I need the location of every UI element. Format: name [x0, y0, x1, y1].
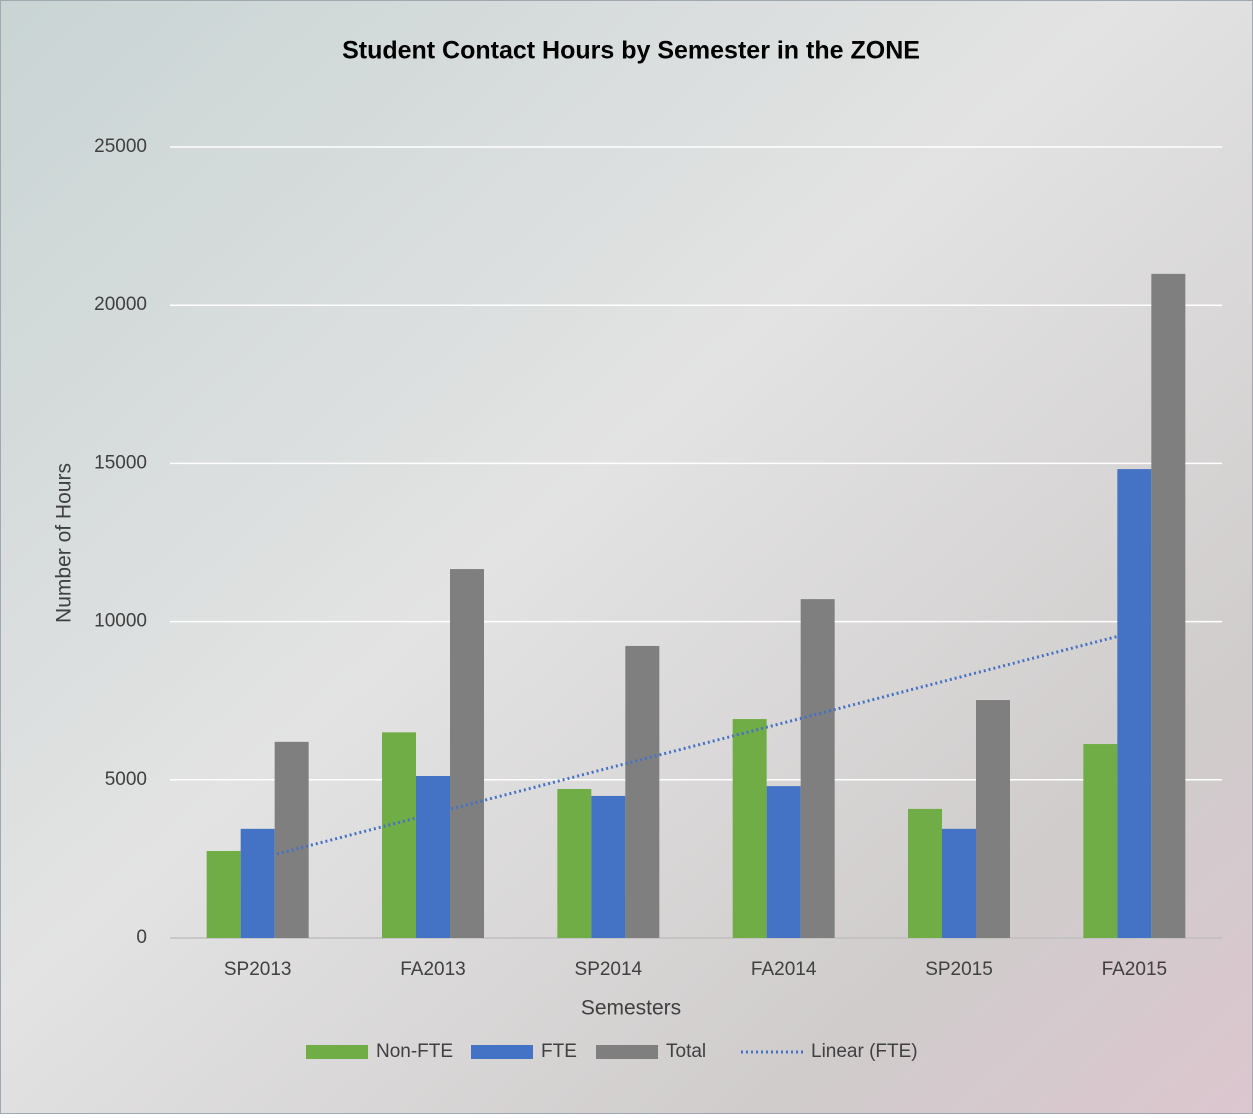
bar [908, 808, 942, 938]
legend-swatch [471, 1045, 533, 1059]
bar [382, 732, 416, 938]
bar [450, 569, 484, 938]
bar [1151, 273, 1186, 938]
legend-swatch [306, 1045, 368, 1059]
bar [206, 850, 241, 938]
x-tick-label: FA2014 [751, 959, 817, 980]
legend-label: Linear (FTE) [811, 1041, 918, 1062]
bar [1083, 744, 1118, 938]
bar [416, 776, 450, 938]
y-axis-label: Number of Hours [53, 463, 76, 623]
x-tick-label: SP2014 [575, 959, 643, 980]
y-tick-label: 25000 [94, 136, 147, 157]
bar [591, 795, 626, 938]
y-tick-label: 5000 [105, 769, 147, 790]
legend-swatch [596, 1045, 658, 1059]
x-tick-label: SP2013 [224, 959, 292, 980]
bar [976, 700, 1010, 938]
chart-title: Student Contact Hours by Semester in the… [342, 37, 920, 65]
bar [240, 828, 275, 938]
legend-label: Non-FTE [376, 1041, 453, 1062]
bar [800, 599, 835, 938]
bar [766, 786, 801, 938]
bar [274, 741, 309, 938]
y-tick-label: 10000 [94, 611, 147, 632]
legend-label: FTE [541, 1041, 577, 1062]
legend-label: Total [666, 1041, 706, 1062]
bar [625, 645, 660, 938]
x-axis-label: Semesters [581, 997, 681, 1020]
bar [732, 719, 767, 938]
y-tick-label: 15000 [94, 452, 147, 473]
bar [557, 788, 592, 938]
bar [1117, 469, 1152, 938]
bar [942, 828, 976, 938]
y-tick-label: 20000 [94, 294, 147, 315]
y-tick-label: 0 [136, 927, 147, 948]
x-tick-label: FA2013 [400, 959, 466, 980]
x-tick-label: SP2015 [925, 959, 993, 980]
x-tick-label: FA2015 [1102, 959, 1168, 980]
trend-line [257, 630, 1135, 861]
